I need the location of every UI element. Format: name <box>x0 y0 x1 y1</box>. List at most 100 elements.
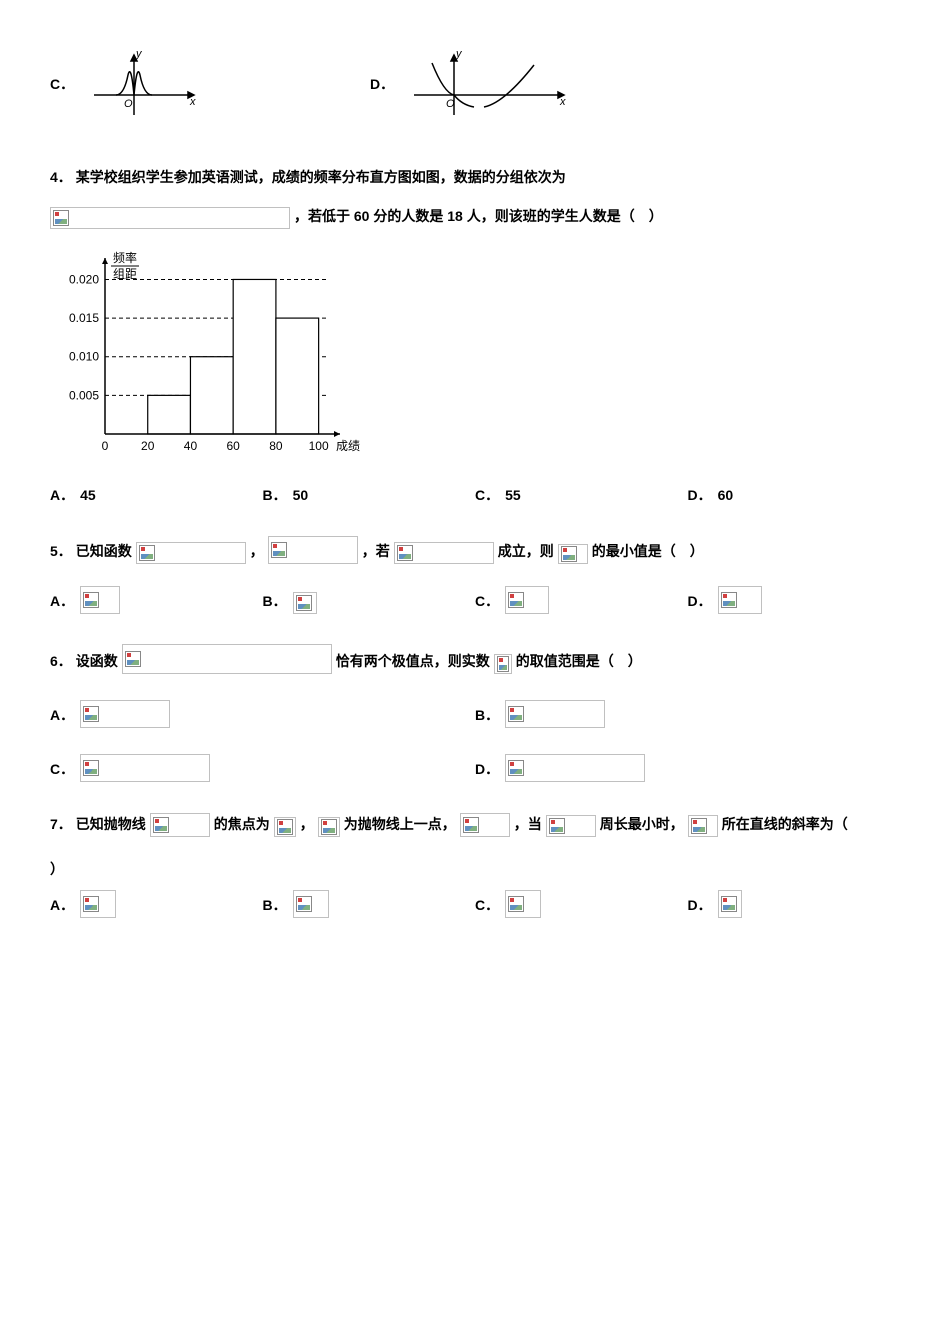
q6-option-d: D． <box>475 754 900 782</box>
broken-image-icon <box>150 813 210 837</box>
svg-text:y: y <box>455 48 463 60</box>
opt-d-label: D． <box>475 757 499 782</box>
q5-options: A． B． C． D． <box>50 586 900 614</box>
q6-number: 6． <box>50 649 72 674</box>
q7-option-b: B． <box>263 890 476 918</box>
q7-option-c: C． <box>475 890 688 918</box>
svg-text:60: 60 <box>227 439 241 453</box>
opt-c-label: C． <box>475 589 499 614</box>
opt-d-label: D． <box>688 589 712 614</box>
q5-t5: 的最小值是（ ） <box>592 539 704 564</box>
opt-a-text: 45 <box>80 483 96 508</box>
opt-c-label: C． <box>475 893 499 918</box>
q4-options: A． 45 B． 50 C． 55 D． 60 <box>50 483 900 508</box>
q4-option-d: D． 60 <box>688 483 901 508</box>
q4-text-a: 某学校组织学生参加英语测试，成绩的频率分布直方图如图，数据的分组依次为 <box>76 165 566 190</box>
opt-a-label: A． <box>50 703 74 728</box>
svg-text:y: y <box>135 48 143 60</box>
q6-options-row2: C． D． <box>50 754 900 782</box>
opt-d-label: D． <box>688 893 712 918</box>
q5-number: 5． <box>50 539 72 564</box>
broken-image-icon <box>293 890 329 918</box>
q5-t1: 已知函数 <box>76 539 132 564</box>
q6-option-b: B． <box>475 700 900 728</box>
broken-image-icon <box>394 542 494 564</box>
broken-image-icon <box>718 890 742 918</box>
option-c-label: C． <box>50 72 74 97</box>
broken-image-icon <box>718 586 762 614</box>
prev-question-cd-row: C． y x O D． y x O <box>50 45 900 125</box>
svg-text:80: 80 <box>269 439 283 453</box>
q7-t5: ，当 <box>514 812 542 837</box>
broken-image-icon <box>122 644 332 674</box>
q6-t1: 设函数 <box>76 649 118 674</box>
option-c-graph: y x O <box>84 45 204 125</box>
opt-b-label: B． <box>263 483 287 508</box>
q4-text-b: ，若低于 60 分的人数是 18 人，则该班的学生人数是（ ） <box>294 204 663 229</box>
broken-image-icon <box>80 890 116 918</box>
svg-text:0.015: 0.015 <box>69 311 99 325</box>
q5-option-b: B． <box>263 586 476 614</box>
opt-d-text: 60 <box>718 483 734 508</box>
broken-image-icon <box>460 813 510 837</box>
broken-image-icon <box>505 754 645 782</box>
q6-t3: 的取值范围是（ ） <box>516 649 642 674</box>
opt-d-label: D． <box>688 483 712 508</box>
opt-c-label: C． <box>475 483 499 508</box>
q6-options-row1: A． B． <box>50 700 900 728</box>
q7-option-a: A． <box>50 890 263 918</box>
broken-image-icon <box>274 817 296 837</box>
svg-text:20: 20 <box>141 439 155 453</box>
svg-text:x: x <box>189 96 196 108</box>
q7-t2: 的焦点为 <box>214 812 270 837</box>
svg-text:0.020: 0.020 <box>69 273 99 287</box>
q4-number: 4． <box>50 165 72 190</box>
opt-b-label: B． <box>475 703 499 728</box>
svg-text:0.005: 0.005 <box>69 389 99 403</box>
q7-t1: 已知抛物线 <box>76 812 146 837</box>
svg-text:O: O <box>124 98 133 110</box>
q5-option-c: C． <box>475 586 688 614</box>
q5-t4: 成立，则 <box>498 539 554 564</box>
question-5: 5． 已知函数 ， ，若 成立，则 的最小值是（ ） A． B． C． D． <box>50 536 900 614</box>
question-7: 7． 已知抛物线 的焦点为 ， 为抛物线上一点， ，当 周长最小时， 所在直线的… <box>50 812 900 918</box>
opt-b-label: B． <box>263 893 287 918</box>
broken-image-icon <box>505 586 549 614</box>
broken-image-icon <box>494 654 512 674</box>
broken-image-icon <box>293 592 317 614</box>
q7-t4: 为抛物线上一点， <box>344 812 456 837</box>
broken-image-icon <box>80 700 170 728</box>
q6-t2: 恰有两个极值点，则实数 <box>336 649 490 674</box>
broken-image-icon <box>50 207 290 229</box>
q5-option-d: D． <box>688 586 901 614</box>
broken-image-icon <box>546 815 596 837</box>
question-4: 4． 某学校组织学生参加英语测试，成绩的频率分布直方图如图，数据的分组依次为 ，… <box>50 165 900 508</box>
histogram-svg: 0.0050.0100.0150.020020406080100频率组距成绩/分 <box>50 244 360 464</box>
q6-option-a: A． <box>50 700 475 728</box>
q4-option-c: C． 55 <box>475 483 688 508</box>
q7-t6: 周长最小时， <box>600 812 684 837</box>
svg-text:成绩/分: 成绩/分 <box>336 439 360 453</box>
svg-text:40: 40 <box>184 439 198 453</box>
q7-number: 7． <box>50 812 72 837</box>
opt-a-label: A． <box>50 589 74 614</box>
svg-text:x: x <box>559 96 566 108</box>
broken-image-icon <box>505 890 541 918</box>
opt-c-text: 55 <box>505 483 521 508</box>
q7-option-d: D． <box>688 890 901 918</box>
broken-image-icon <box>318 817 340 837</box>
broken-image-icon <box>80 754 210 782</box>
q4-option-a: A． 45 <box>50 483 263 508</box>
q5-t3: ，若 <box>362 539 390 564</box>
q6-option-c: C． <box>50 754 475 782</box>
option-d-cell: D． y x O <box>370 45 574 125</box>
opt-b-text: 50 <box>293 483 309 508</box>
svg-text:组距: 组距 <box>113 267 137 281</box>
broken-image-icon <box>268 536 358 564</box>
broken-image-icon <box>558 544 588 564</box>
opt-c-label: C． <box>50 757 74 782</box>
opt-a-label: A． <box>50 483 74 508</box>
broken-image-icon <box>80 586 120 614</box>
q5-option-a: A． <box>50 586 263 614</box>
option-d-label: D． <box>370 72 394 97</box>
